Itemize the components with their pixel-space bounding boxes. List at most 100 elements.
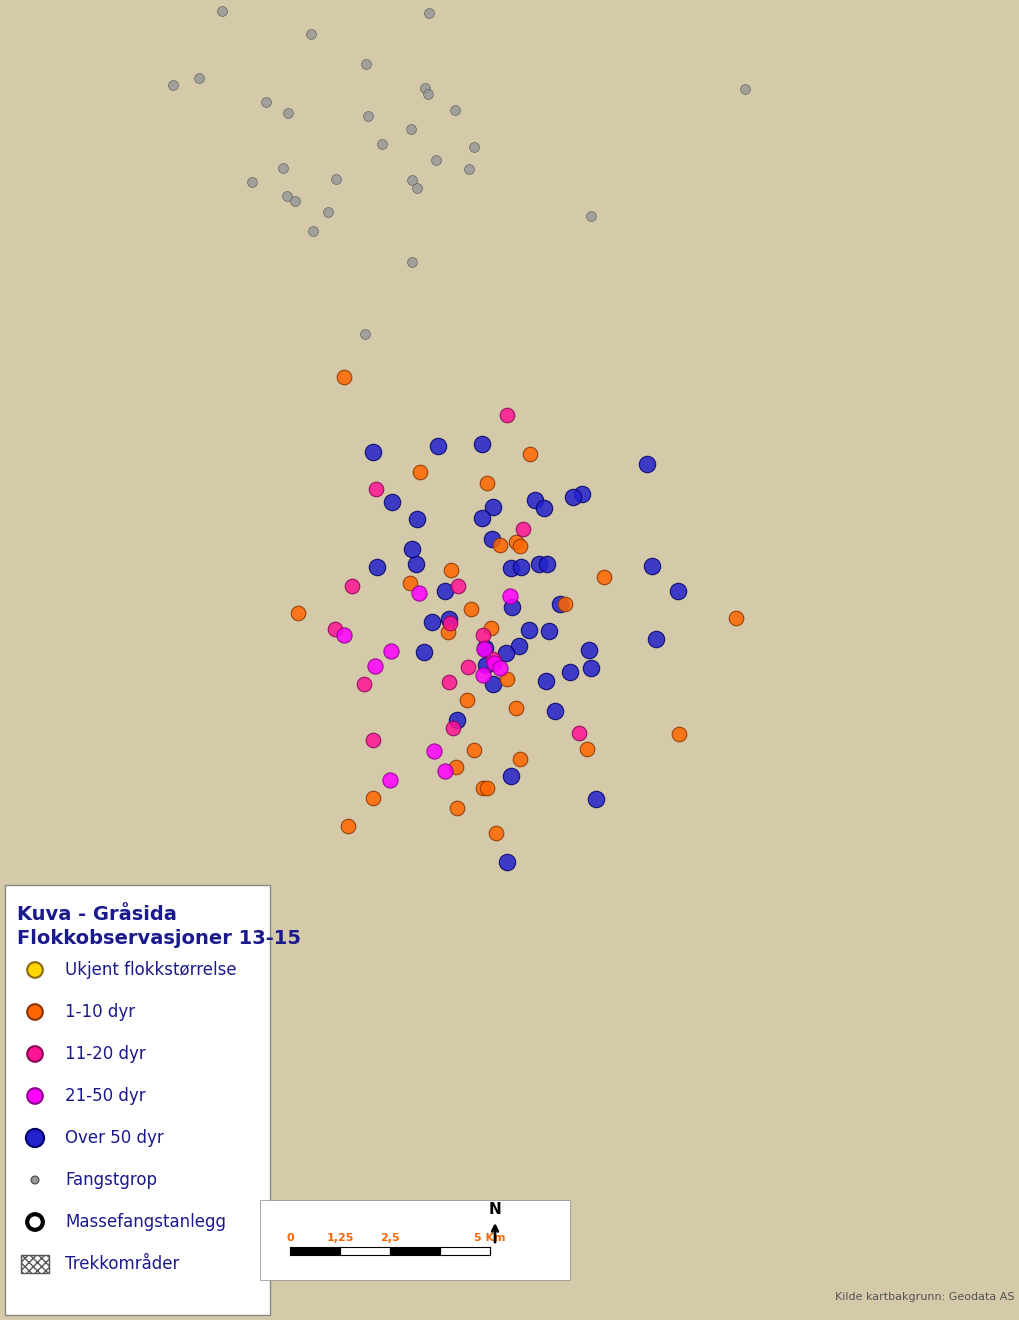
Point — [484, 673, 500, 694]
Text: 21-50 dyr: 21-50 dyr — [65, 1086, 146, 1105]
Point — [408, 553, 424, 574]
Point — [479, 473, 495, 494]
Point — [403, 119, 419, 140]
Point — [571, 723, 587, 744]
Circle shape — [28, 1088, 43, 1104]
Point — [460, 656, 476, 677]
Point — [513, 557, 529, 578]
Point — [527, 490, 543, 511]
Point — [463, 598, 479, 619]
Point — [507, 532, 524, 553]
Point — [365, 730, 381, 751]
Text: 5 Km: 5 Km — [474, 1233, 505, 1243]
Point — [373, 133, 389, 154]
Point — [365, 442, 381, 463]
Point — [437, 581, 453, 602]
Text: 11-20 dyr: 11-20 dyr — [65, 1045, 146, 1063]
Point — [439, 622, 455, 643]
Point — [477, 638, 493, 659]
Point — [475, 639, 491, 660]
Point — [403, 169, 419, 190]
Point — [501, 585, 518, 606]
Point — [541, 620, 557, 642]
Point — [583, 205, 599, 226]
Point — [482, 618, 498, 639]
Bar — [439, 1247, 489, 1255]
Point — [356, 323, 372, 345]
Point — [473, 433, 489, 454]
Point — [328, 169, 344, 190]
Point — [475, 665, 491, 686]
Point — [446, 99, 463, 120]
Point — [369, 556, 385, 577]
Point — [365, 788, 381, 809]
Point — [474, 624, 490, 645]
Point — [474, 777, 490, 799]
Point — [382, 640, 398, 661]
Point — [411, 583, 427, 605]
Point — [326, 619, 342, 640]
Point — [478, 653, 494, 675]
Point — [448, 797, 465, 818]
Point — [530, 553, 546, 574]
Point — [420, 83, 436, 104]
Point — [442, 558, 459, 579]
Point — [502, 766, 519, 787]
Point — [449, 576, 466, 597]
Point — [728, 607, 744, 628]
Point — [473, 507, 489, 528]
Text: Kilde kartbakgrunn: Geodata AS: Kilde kartbakgrunn: Geodata AS — [835, 1292, 1014, 1302]
Circle shape — [32, 1176, 39, 1184]
Point — [417, 78, 433, 99]
Text: Ukjent flokkstørrelse: Ukjent flokkstørrelse — [65, 961, 236, 979]
Text: 1-10 dyr: 1-10 dyr — [65, 1003, 135, 1020]
Point — [499, 668, 516, 689]
Point — [546, 700, 562, 721]
Point — [409, 508, 425, 529]
Point — [404, 539, 420, 560]
Point — [521, 619, 537, 640]
Point — [737, 78, 753, 99]
Point — [367, 656, 383, 677]
Point — [484, 648, 500, 669]
Point — [511, 748, 527, 770]
Bar — [389, 1247, 439, 1255]
Text: 2,5: 2,5 — [380, 1233, 399, 1243]
Circle shape — [28, 1214, 43, 1230]
Point — [343, 576, 360, 597]
Circle shape — [31, 1218, 39, 1226]
Point — [303, 24, 319, 45]
Point — [426, 741, 442, 762]
Point — [538, 553, 554, 574]
Point — [466, 739, 482, 760]
Point — [487, 822, 503, 843]
Text: Kuva - Gråsida
Flokkobservasjoner 13-15: Kuva - Gråsida Flokkobservasjoner 13-15 — [17, 906, 301, 948]
Circle shape — [28, 1047, 43, 1061]
Point — [244, 172, 260, 193]
Point — [424, 611, 440, 632]
Point — [537, 671, 553, 692]
Point — [458, 690, 474, 711]
Point — [427, 149, 443, 170]
Point — [409, 177, 425, 198]
Point — [581, 640, 597, 661]
Point — [320, 202, 336, 223]
Point — [274, 158, 290, 180]
Point — [565, 486, 581, 507]
Point — [440, 609, 457, 630]
Circle shape — [25, 1129, 44, 1147]
Text: Massefangstanlegg: Massefangstanlegg — [65, 1213, 226, 1232]
Bar — [260, 1200, 570, 1280]
Bar — [21, 1255, 49, 1272]
Point — [335, 624, 352, 645]
Point — [420, 3, 436, 24]
Point — [383, 492, 399, 513]
Point — [381, 770, 397, 791]
Point — [340, 816, 357, 837]
Point — [445, 717, 462, 738]
Point — [491, 657, 507, 678]
Point — [561, 661, 578, 682]
Point — [578, 739, 594, 760]
Point — [429, 436, 445, 457]
Point — [448, 709, 465, 730]
